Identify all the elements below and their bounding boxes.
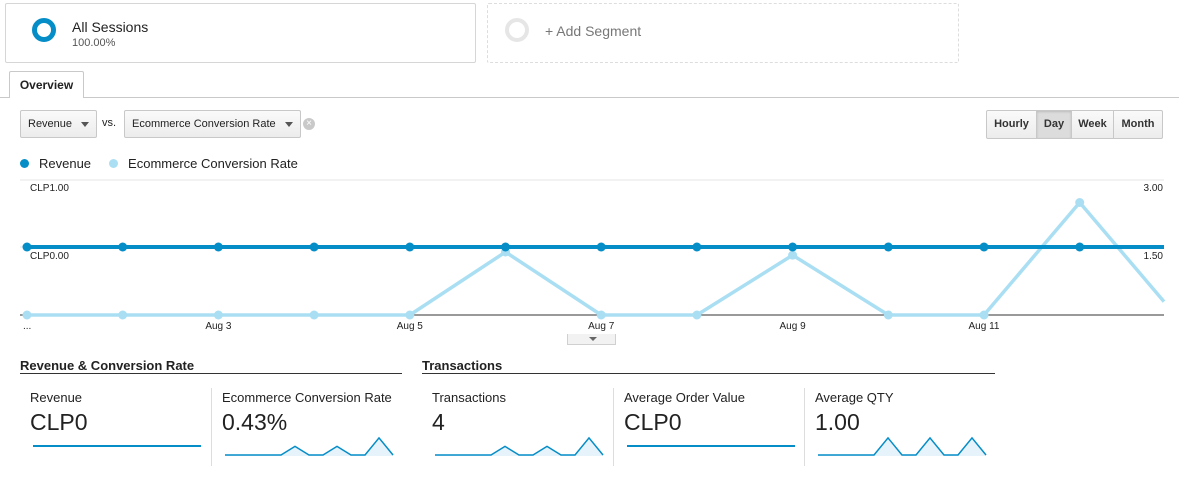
granularity-week-button[interactable]: Week [1071,110,1114,139]
tab-overview[interactable]: Overview [9,71,84,98]
y-axis-label-right: 1.50 [1144,251,1164,262]
scorecard-value: 0.43% [222,409,288,435]
chart-legend: Revenue Ecommerce Conversion Rate [20,156,316,171]
scorecard-label: Revenue [30,390,83,405]
scorecard-label: Average Order Value [624,390,745,405]
granularity-day-button[interactable]: Day [1036,110,1072,139]
scorecard-label: Ecommerce Conversion Rate [222,390,392,405]
data-point-conversion-rate [118,310,128,320]
sparkline [33,445,201,447]
x-tick-label: Aug 5 [397,321,424,332]
sparkline-line [818,436,987,456]
data-point-revenue [405,242,415,252]
segment-title: All Sessions [72,19,149,35]
data-point-conversion-rate [213,310,223,320]
y-axis-label-left: CLP0.00 [30,251,69,262]
data-point-revenue [213,242,223,252]
data-point-conversion-rate [596,310,606,320]
granularity-month-button[interactable]: Month [1113,110,1163,139]
x-tick-label: Aug 7 [588,321,615,332]
y-axis-label-right: 3.00 [1144,183,1164,194]
scorecard-value: CLP0 [30,409,88,435]
group-divider [20,373,402,374]
scorecard-average-qty[interactable]: Average QTY 1.00 [804,388,995,466]
data-point-revenue [788,242,798,252]
add-segment-button[interactable]: + Add Segment [487,3,959,63]
data-point-conversion-rate [1075,198,1085,207]
legend-item-conversion-rate[interactable]: Ecommerce Conversion Rate [109,156,298,171]
granularity-toggle: Hourly Day Week Month [986,110,1163,139]
scorecard-label: Transactions [432,390,506,405]
data-point-revenue [22,242,32,252]
legend-label: Ecommerce Conversion Rate [128,156,298,171]
data-point-conversion-rate [788,250,798,260]
x-tick-label: Aug 9 [780,321,807,332]
data-point-revenue [596,242,606,252]
sparkline [818,436,987,456]
data-point-revenue [118,242,128,252]
data-point-conversion-rate [692,310,702,320]
caret-down-icon [285,122,293,127]
scorecard-average-order-value[interactable]: Average Order Value CLP0 [613,388,804,466]
scorecard-value: 4 [432,409,445,435]
data-point-revenue [501,242,510,252]
series-line-conversion-rate [27,200,1166,317]
segment-all-sessions[interactable]: All Sessions 100.00% [5,3,476,63]
scorecard-group-title: Revenue & Conversion Rate [20,358,195,373]
sparkline-line [435,436,604,456]
data-point-revenue [309,242,319,252]
data-point-revenue [883,242,893,252]
legend-label: Revenue [39,156,92,171]
x-tick-label: Aug 11 [969,321,1000,332]
data-point-conversion-rate [405,310,415,320]
data-point-conversion-rate [309,310,319,320]
data-point-conversion-rate [883,310,893,320]
scorecard-group-title: Transactions [422,358,503,373]
legend-dot-icon [20,159,29,168]
tab-bar [0,97,1179,98]
caret-down-icon [81,122,89,127]
scorecard-transactions[interactable]: Transactions 4 [422,388,613,466]
primary-metric-dropdown[interactable]: Revenue [20,110,97,138]
y-axis-label-left: CLP1.00 [30,183,69,194]
add-segment-label: + Add Segment [545,23,642,39]
scorecard-revenue[interactable]: Revenue CLP0 [20,388,211,466]
data-point-revenue [1075,242,1085,252]
segment-percent: 100.00% [72,37,116,49]
group-divider [422,373,995,374]
empty-segment-ring-icon [505,18,529,42]
primary-metric-label: Revenue [28,118,73,130]
data-point-revenue [979,242,989,252]
segment-ring-icon [32,18,56,42]
remove-comparison-icon[interactable]: × [303,118,315,130]
data-point-conversion-rate [979,310,989,320]
chevron-down-icon [589,337,597,341]
granularity-hourly-button[interactable]: Hourly [986,110,1037,139]
scorecard-value: 1.00 [815,409,860,435]
scorecard-conversion-rate[interactable]: Ecommerce Conversion Rate 0.43% [211,388,402,466]
sparkline [225,436,394,456]
data-point-conversion-rate [22,310,32,320]
comparison-metric-dropdown[interactable]: Ecommerce Conversion Rate [124,110,301,138]
data-point-revenue [692,242,702,252]
sparkline-area [225,437,393,456]
comparison-metric-label: Ecommerce Conversion Rate [132,118,276,130]
line-chart[interactable]: CLP1.00 CLP0.00 3.00 1.50... Aug 3 Aug 5 Aug 7… [0,178,1179,334]
legend-item-revenue[interactable]: Revenue [20,156,91,171]
sparkline [435,436,604,456]
vs-label: vs. [102,117,117,129]
x-tick-label: Aug 3 [205,321,232,332]
sparkline-area [435,437,603,456]
scorecard-value: CLP0 [624,409,682,435]
sparkline [627,445,795,447]
x-tick-label: ... [23,321,31,332]
legend-dot-icon [109,159,119,168]
scorecard-label: Average QTY [815,390,894,405]
collapse-chart-handle[interactable] [567,334,616,345]
sparkline-area [818,437,986,456]
sparkline-line [225,436,394,456]
